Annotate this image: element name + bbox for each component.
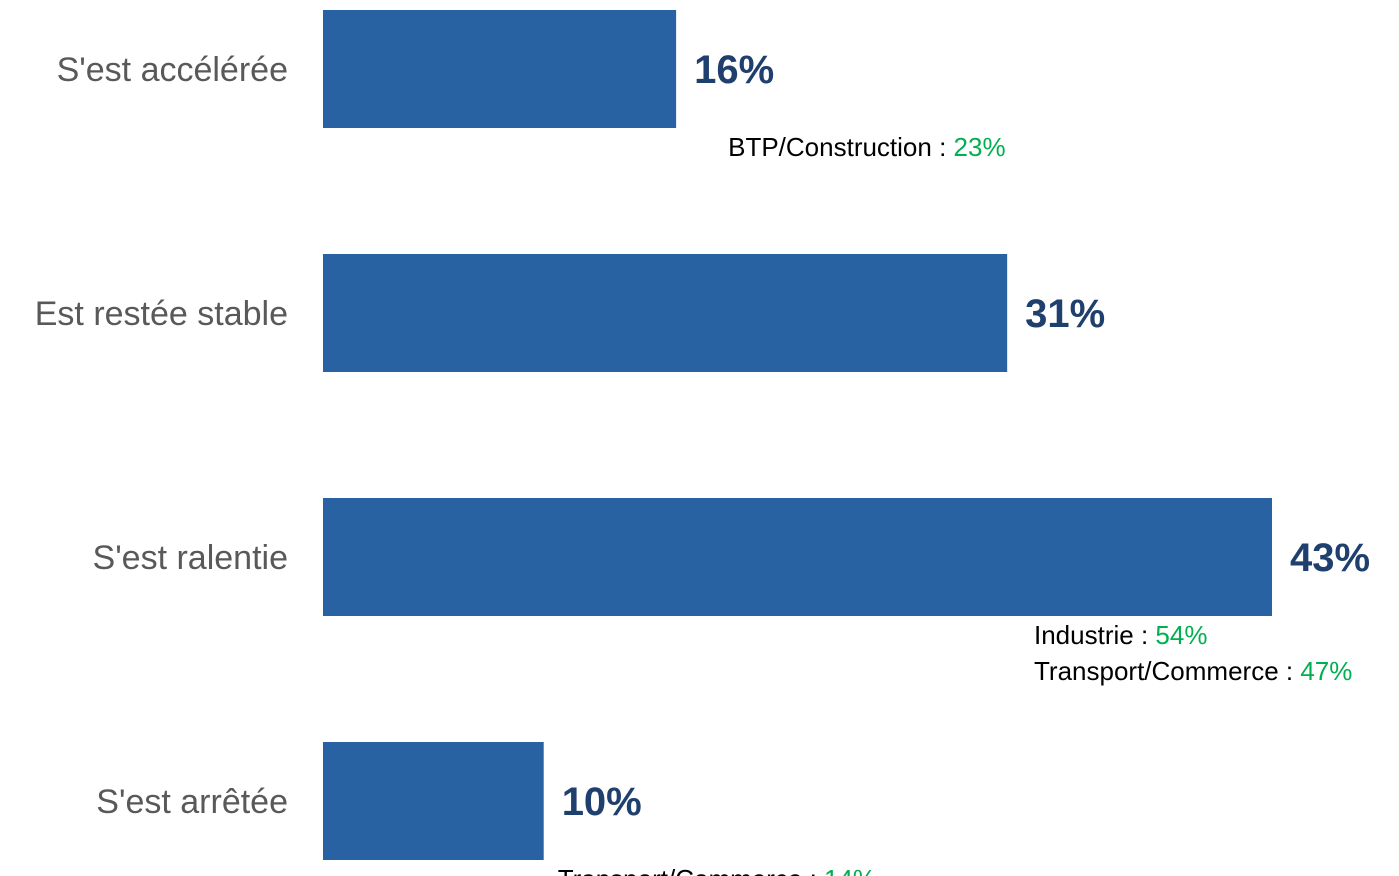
bar (323, 10, 677, 128)
value-label: 10% (562, 780, 642, 824)
sector-name: BTP/Construction (728, 132, 932, 162)
bar (323, 742, 544, 860)
value-label: 31% (1025, 292, 1105, 336)
category-label: S'est arrêtée (96, 783, 288, 821)
sector-annotation: Transport/Commerce : 14% (558, 864, 876, 876)
sector-separator: : (1279, 656, 1301, 686)
value-label: 16% (694, 48, 774, 92)
bar (323, 498, 1273, 616)
sector-separator: : (802, 864, 824, 876)
sector-value: 14% (824, 864, 876, 876)
sector-separator: : (932, 132, 954, 162)
sector-annotation: Industrie : 54% (1034, 620, 1207, 650)
bar (323, 254, 1008, 372)
sector-value: 54% (1155, 620, 1207, 650)
value-label: 43% (1290, 536, 1370, 580)
category-label: Est restée stable (35, 295, 288, 333)
sector-name: Transport/Commerce (558, 864, 803, 876)
sector-name: Industrie (1034, 620, 1134, 650)
category-label: S'est accélérée (57, 51, 288, 89)
sector-name: Transport/Commerce (1034, 656, 1279, 686)
category-label: S'est ralentie (93, 539, 288, 577)
sector-value: 47% (1300, 656, 1352, 686)
sector-annotation: Transport/Commerce : 47% (1034, 656, 1352, 686)
sector-annotation: BTP/Construction : 23% (728, 132, 1005, 162)
sector-separator: : (1134, 620, 1156, 650)
sector-value: 23% (954, 132, 1006, 162)
